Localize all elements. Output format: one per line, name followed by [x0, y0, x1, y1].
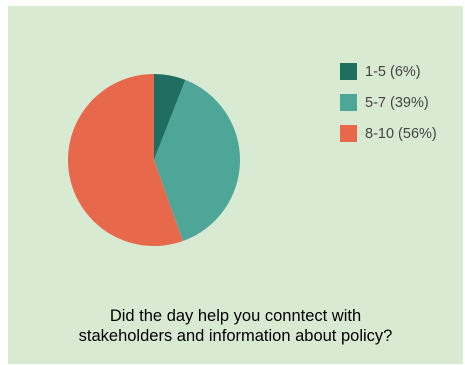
legend-swatch [340, 125, 357, 142]
legend-item: 5-7 (39%) [340, 87, 437, 118]
pie-slices [68, 74, 241, 246]
chart-title: Did the day help you conntect with stake… [8, 306, 463, 346]
legend: 1-5 (6%) 5-7 (39%) 8-10 (56%) [340, 56, 437, 149]
pie-slice [154, 79, 241, 242]
pie-slice [68, 74, 183, 246]
legend-label: 1-5 (6%) [365, 63, 421, 80]
pie-chart [68, 74, 241, 246]
legend-label: 8-10 (56%) [365, 125, 437, 142]
legend-item: 8-10 (56%) [340, 118, 437, 149]
legend-label: 5-7 (39%) [365, 94, 429, 111]
legend-swatch [340, 63, 357, 80]
pie-slice [154, 74, 186, 160]
chart-title-line: stakeholders and information about polic… [78, 327, 393, 345]
chart-frame: 1-5 (6%) 5-7 (39%) 8-10 (56%) Did the da… [8, 6, 463, 364]
legend-item: 1-5 (6%) [340, 56, 437, 87]
chart-title-line: Did the day help you conntect with [109, 307, 362, 325]
legend-swatch [340, 94, 357, 111]
